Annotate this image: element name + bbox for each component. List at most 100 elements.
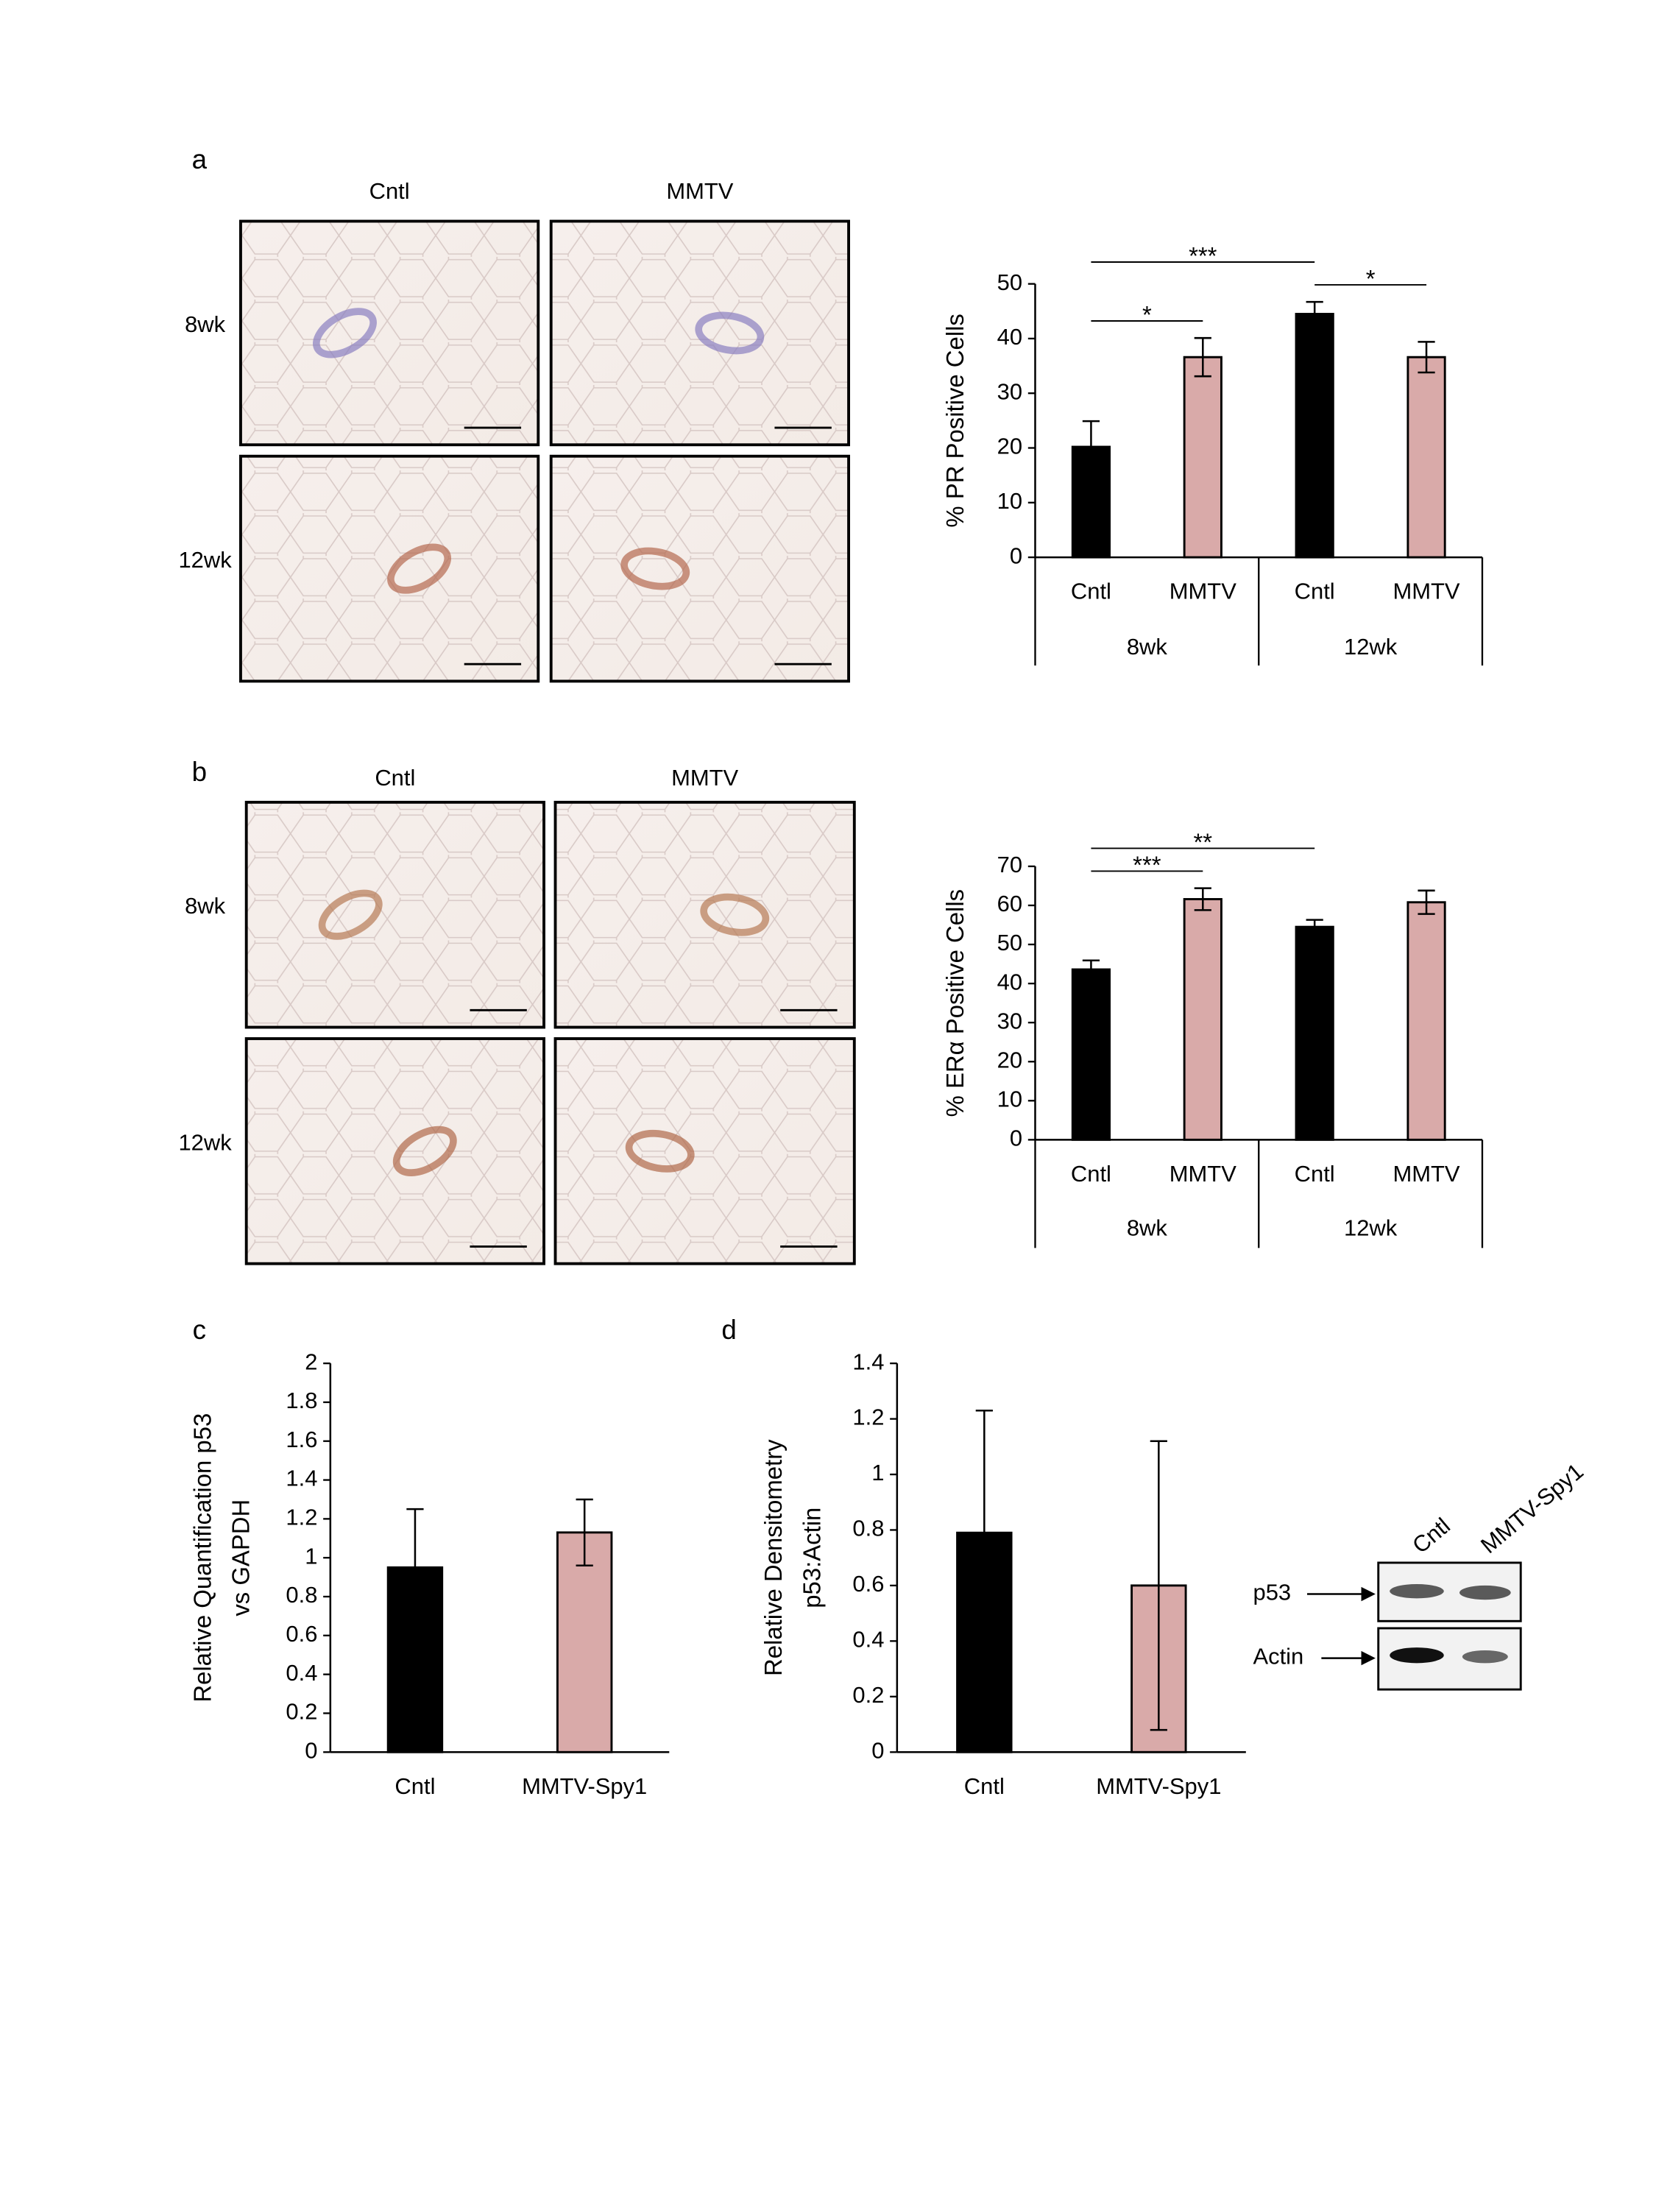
error-bar (1418, 341, 1435, 374)
x-tick-label: Cntl (1295, 579, 1335, 604)
group-label: 8wk (1127, 634, 1168, 660)
bar (1406, 901, 1446, 1141)
blot-band (1390, 1647, 1444, 1664)
bar-chart: Relative Densitometry p53:Actin 0 0.2 0.4 0.6… (760, 1349, 1246, 1799)
y-tick-label: 1 (305, 1543, 317, 1569)
lane-label: Cntl (1407, 1513, 1455, 1558)
micrograph-texture (551, 456, 849, 682)
y-tick-label: 0.2 (852, 1682, 884, 1708)
bar (1183, 356, 1222, 559)
y-tick-label: 1.2 (852, 1404, 884, 1430)
significance-label: *** (1189, 242, 1217, 269)
y-tick-label: 40 (997, 969, 1022, 994)
error-bar (1082, 959, 1100, 980)
y-tick-label: 10 (997, 1086, 1022, 1112)
bar-chart: Relative Quantification p53 vs GAPDH 0 0.2 0… (188, 1349, 670, 1799)
panel-label: b (192, 757, 207, 787)
panel-label: c (193, 1315, 206, 1345)
duct (620, 547, 690, 590)
y-tick-label: 1.4 (286, 1466, 317, 1491)
error-bar (1082, 420, 1100, 474)
band-label: Actin (1253, 1644, 1303, 1669)
blot-band (1390, 1583, 1444, 1599)
bar (1406, 356, 1446, 559)
y-tick-label: 0.6 (286, 1621, 317, 1647)
arrow-head (1361, 1650, 1376, 1666)
micrograph-texture (246, 802, 545, 1028)
y-axis-label: % ERα Positive Cells (941, 889, 969, 1117)
micrograph-texture (246, 1039, 545, 1264)
significance-label: ** (1194, 828, 1213, 855)
micrograph-frame (244, 800, 545, 1029)
y-tick-label: 1.6 (286, 1427, 317, 1452)
y-tick-label: 1 (871, 1460, 884, 1485)
significance-label: * (1142, 301, 1152, 328)
y-tick-label: 50 (997, 930, 1022, 955)
blot-band (1462, 1650, 1508, 1664)
panel-label: d (721, 1315, 736, 1345)
duct (312, 308, 377, 358)
micrograph-texture (240, 221, 539, 445)
y-axis-label: p53:Actin (798, 1508, 825, 1608)
row-label: 12wk (178, 1129, 232, 1155)
error-bar (1306, 919, 1323, 935)
bar-chart: % ERα Positive Cells 0 10 20 30 40 50 60 70 Cntl M… (941, 828, 1484, 1248)
y-tick-label: 60 (997, 891, 1022, 916)
y-tick-label: 40 (997, 324, 1022, 350)
error-bar (1150, 1440, 1167, 1731)
error-bar (1306, 300, 1323, 328)
y-tick-label: 30 (997, 378, 1022, 404)
y-axis-label: % PR Positive Cells (941, 314, 969, 527)
panel-label: a (192, 144, 208, 174)
error-bar (1418, 889, 1435, 915)
bar-chart: % PR Positive Cells 0 10 20 30 40 50 Cntl MMTV Cn… (941, 242, 1484, 666)
micrograph-texture (555, 1039, 854, 1264)
y-tick-label: 70 (997, 852, 1022, 877)
y-tick-label: 0 (871, 1737, 884, 1763)
duct (318, 889, 383, 940)
duct (695, 311, 765, 355)
row-label: 8wk (185, 311, 226, 337)
x-tick-label: MMTV (1170, 579, 1236, 604)
y-tick-label: 50 (997, 269, 1022, 295)
y-tick-label: 1.8 (286, 1388, 317, 1413)
error-bar (1194, 336, 1211, 378)
duct (387, 543, 452, 594)
micrograph-frame (239, 219, 540, 447)
x-tick-label: Cntl (964, 1773, 1005, 1799)
error-bar (975, 1409, 993, 1656)
y-tick-label: 0.4 (286, 1660, 317, 1686)
micrograph-frame (244, 1037, 545, 1265)
y-tick-label: 2 (305, 1349, 317, 1374)
error-bar (576, 1498, 593, 1567)
duct (392, 1126, 457, 1176)
y-axis-label: Relative Densitometry (760, 1439, 787, 1676)
x-tick-label: Cntl (1071, 579, 1111, 604)
duct (700, 893, 770, 936)
significance-label: * (1366, 265, 1376, 292)
y-tick-label: 0.8 (286, 1582, 317, 1608)
lane-label: MMTV-Spy1 (1476, 1458, 1588, 1558)
band-label: p53 (1253, 1580, 1291, 1605)
micrograph-frame (553, 800, 856, 1029)
group-label: 8wk (1127, 1215, 1168, 1240)
y-tick-label: 0.6 (852, 1571, 884, 1597)
micrograph-frame (239, 454, 540, 683)
bar (1295, 925, 1334, 1141)
x-tick-label: MMTV (1170, 1161, 1236, 1187)
y-tick-label: 1.4 (852, 1349, 884, 1374)
bar (1295, 313, 1334, 559)
y-tick-label: 20 (997, 1047, 1022, 1073)
bar (1071, 968, 1111, 1141)
micrograph-frame (553, 1037, 856, 1265)
y-tick-label: 20 (997, 434, 1022, 459)
micrograph-frame (549, 219, 850, 447)
blot-band (1459, 1585, 1511, 1600)
significance-label: *** (1133, 851, 1161, 878)
error-bar (406, 1508, 424, 1627)
layout (1307, 1561, 1522, 1691)
column-label: MMTV (671, 765, 738, 791)
column-label: Cntl (375, 765, 415, 791)
